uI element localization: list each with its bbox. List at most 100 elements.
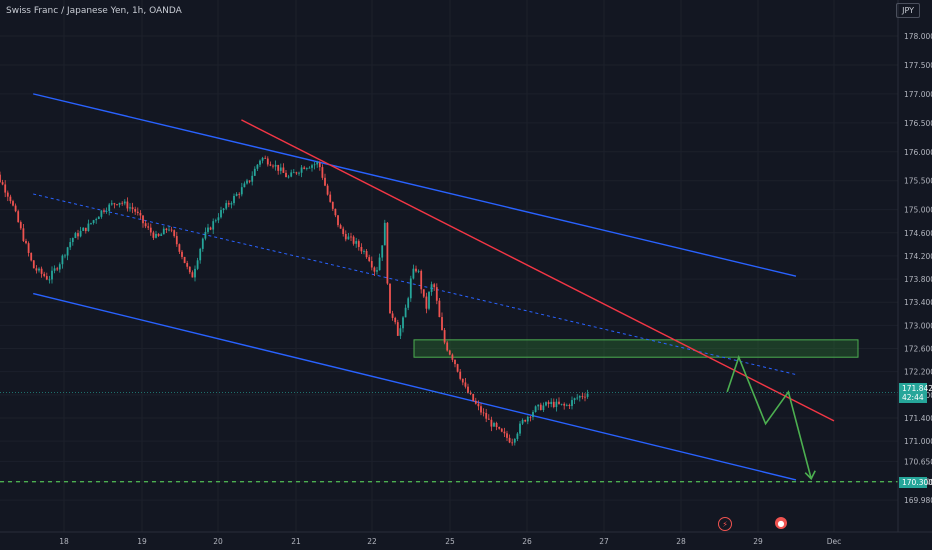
candle-body: [360, 246, 363, 252]
candle-body: [191, 272, 194, 278]
candle-body: [162, 228, 165, 235]
candle-body: [547, 402, 550, 405]
candle-body: [160, 234, 163, 236]
time-axis[interactable]: 18 19 20 21 22 25 26 27 28 29 Dec: [0, 531, 932, 546]
candle-body: [519, 423, 521, 434]
candle-body: [454, 359, 456, 365]
candle-body: [269, 164, 272, 166]
candle-body: [40, 268, 43, 274]
candle-body: [584, 396, 586, 398]
price-tick-label: 173.400: [904, 298, 932, 307]
candle-body: [103, 210, 105, 212]
candle-body: [399, 328, 402, 336]
price-tick-label: 170.650: [904, 457, 932, 466]
candle-body: [350, 236, 352, 238]
projection-path: [726, 354, 812, 479]
time-tick-label: 19: [137, 537, 147, 546]
lightning-icon[interactable]: ⚡: [718, 517, 732, 531]
candle-body: [118, 202, 121, 205]
candle-body: [422, 289, 425, 297]
candle-body: [38, 268, 40, 271]
candle-body: [417, 270, 420, 272]
time-tick-label: Dec: [827, 537, 842, 546]
candlestick-series: [0, 155, 589, 446]
candle-body: [318, 162, 321, 168]
candle-body: [58, 264, 61, 270]
candle-body: [126, 201, 129, 209]
candle-body: [199, 248, 202, 261]
price-axis-bg: [898, 0, 932, 550]
candle-body: [69, 242, 72, 248]
candle-body: [537, 404, 540, 407]
candle-body: [500, 428, 503, 432]
candle-body: [513, 438, 516, 443]
candle-body: [53, 268, 56, 271]
candle-body: [51, 270, 53, 280]
candle-body: [298, 172, 300, 174]
candle-body: [201, 238, 204, 249]
candle-body: [152, 232, 155, 238]
candle-body: [1, 182, 4, 185]
candle-body: [487, 418, 490, 420]
candle-body: [438, 300, 441, 318]
time-tick-label: 27: [599, 537, 609, 546]
candle-body: [560, 403, 563, 405]
candle-body: [222, 208, 225, 211]
candle-body: [274, 164, 277, 167]
chart-title: Swiss Franc / Japanese Yen, 1h, OANDA: [6, 6, 182, 16]
dividend-icon[interactable]: ●: [775, 517, 787, 529]
candle-body: [186, 262, 189, 267]
candle-body: [305, 168, 308, 169]
candle-body: [261, 157, 264, 161]
candle-body: [490, 419, 493, 427]
candle-body: [368, 257, 371, 262]
resistance-trendline: [241, 119, 835, 422]
price-tick-label: 173.800: [904, 275, 932, 284]
candle-body: [334, 208, 337, 216]
candle-body: [467, 386, 469, 393]
candle-body: [212, 221, 215, 230]
candle-body: [365, 251, 368, 258]
candle-body: [139, 213, 142, 216]
candle-body: [386, 222, 389, 284]
candle-body: [472, 394, 475, 401]
candle-body: [285, 172, 287, 178]
currency-badge[interactable]: JPY: [896, 3, 920, 18]
candle-body: [363, 251, 365, 252]
price-tick-label: 172.600: [904, 345, 932, 354]
candle-body: [233, 195, 235, 204]
chart-overlays: [0, 354, 898, 483]
candle-body: [539, 404, 542, 410]
target-price-tag: 170.300: [899, 476, 932, 488]
candle-body: [420, 270, 423, 290]
candle-body: [441, 317, 443, 331]
candle-body: [183, 256, 186, 263]
candle-body: [430, 284, 433, 292]
candle-body: [474, 400, 477, 404]
candle-body: [6, 192, 9, 197]
candle-body: [552, 401, 555, 407]
candle-body: [342, 228, 345, 235]
candle-body: [129, 207, 131, 209]
candle-body: [22, 228, 25, 241]
candle-body: [378, 257, 381, 271]
candle-body: [425, 296, 428, 309]
candle-body: [48, 279, 51, 281]
price-axis[interactable]: 178.000 177.500 177.000 176.500 176.000 175.5…: [897, 0, 932, 550]
last-price-value: 171.842: [902, 384, 932, 394]
candle-body: [482, 412, 485, 414]
candle-body: [225, 203, 228, 209]
candle-body: [170, 229, 173, 231]
candle-body: [66, 247, 69, 256]
candle-body: [144, 223, 147, 227]
candle-body: [87, 223, 90, 232]
candle-body: [347, 236, 350, 240]
candle-body: [90, 223, 92, 224]
candle-body: [251, 175, 254, 182]
candle-body: [248, 180, 251, 182]
candle-body: [4, 184, 7, 193]
candle-body: [495, 423, 498, 428]
candle-body: [84, 227, 87, 232]
candle-body: [464, 382, 467, 387]
